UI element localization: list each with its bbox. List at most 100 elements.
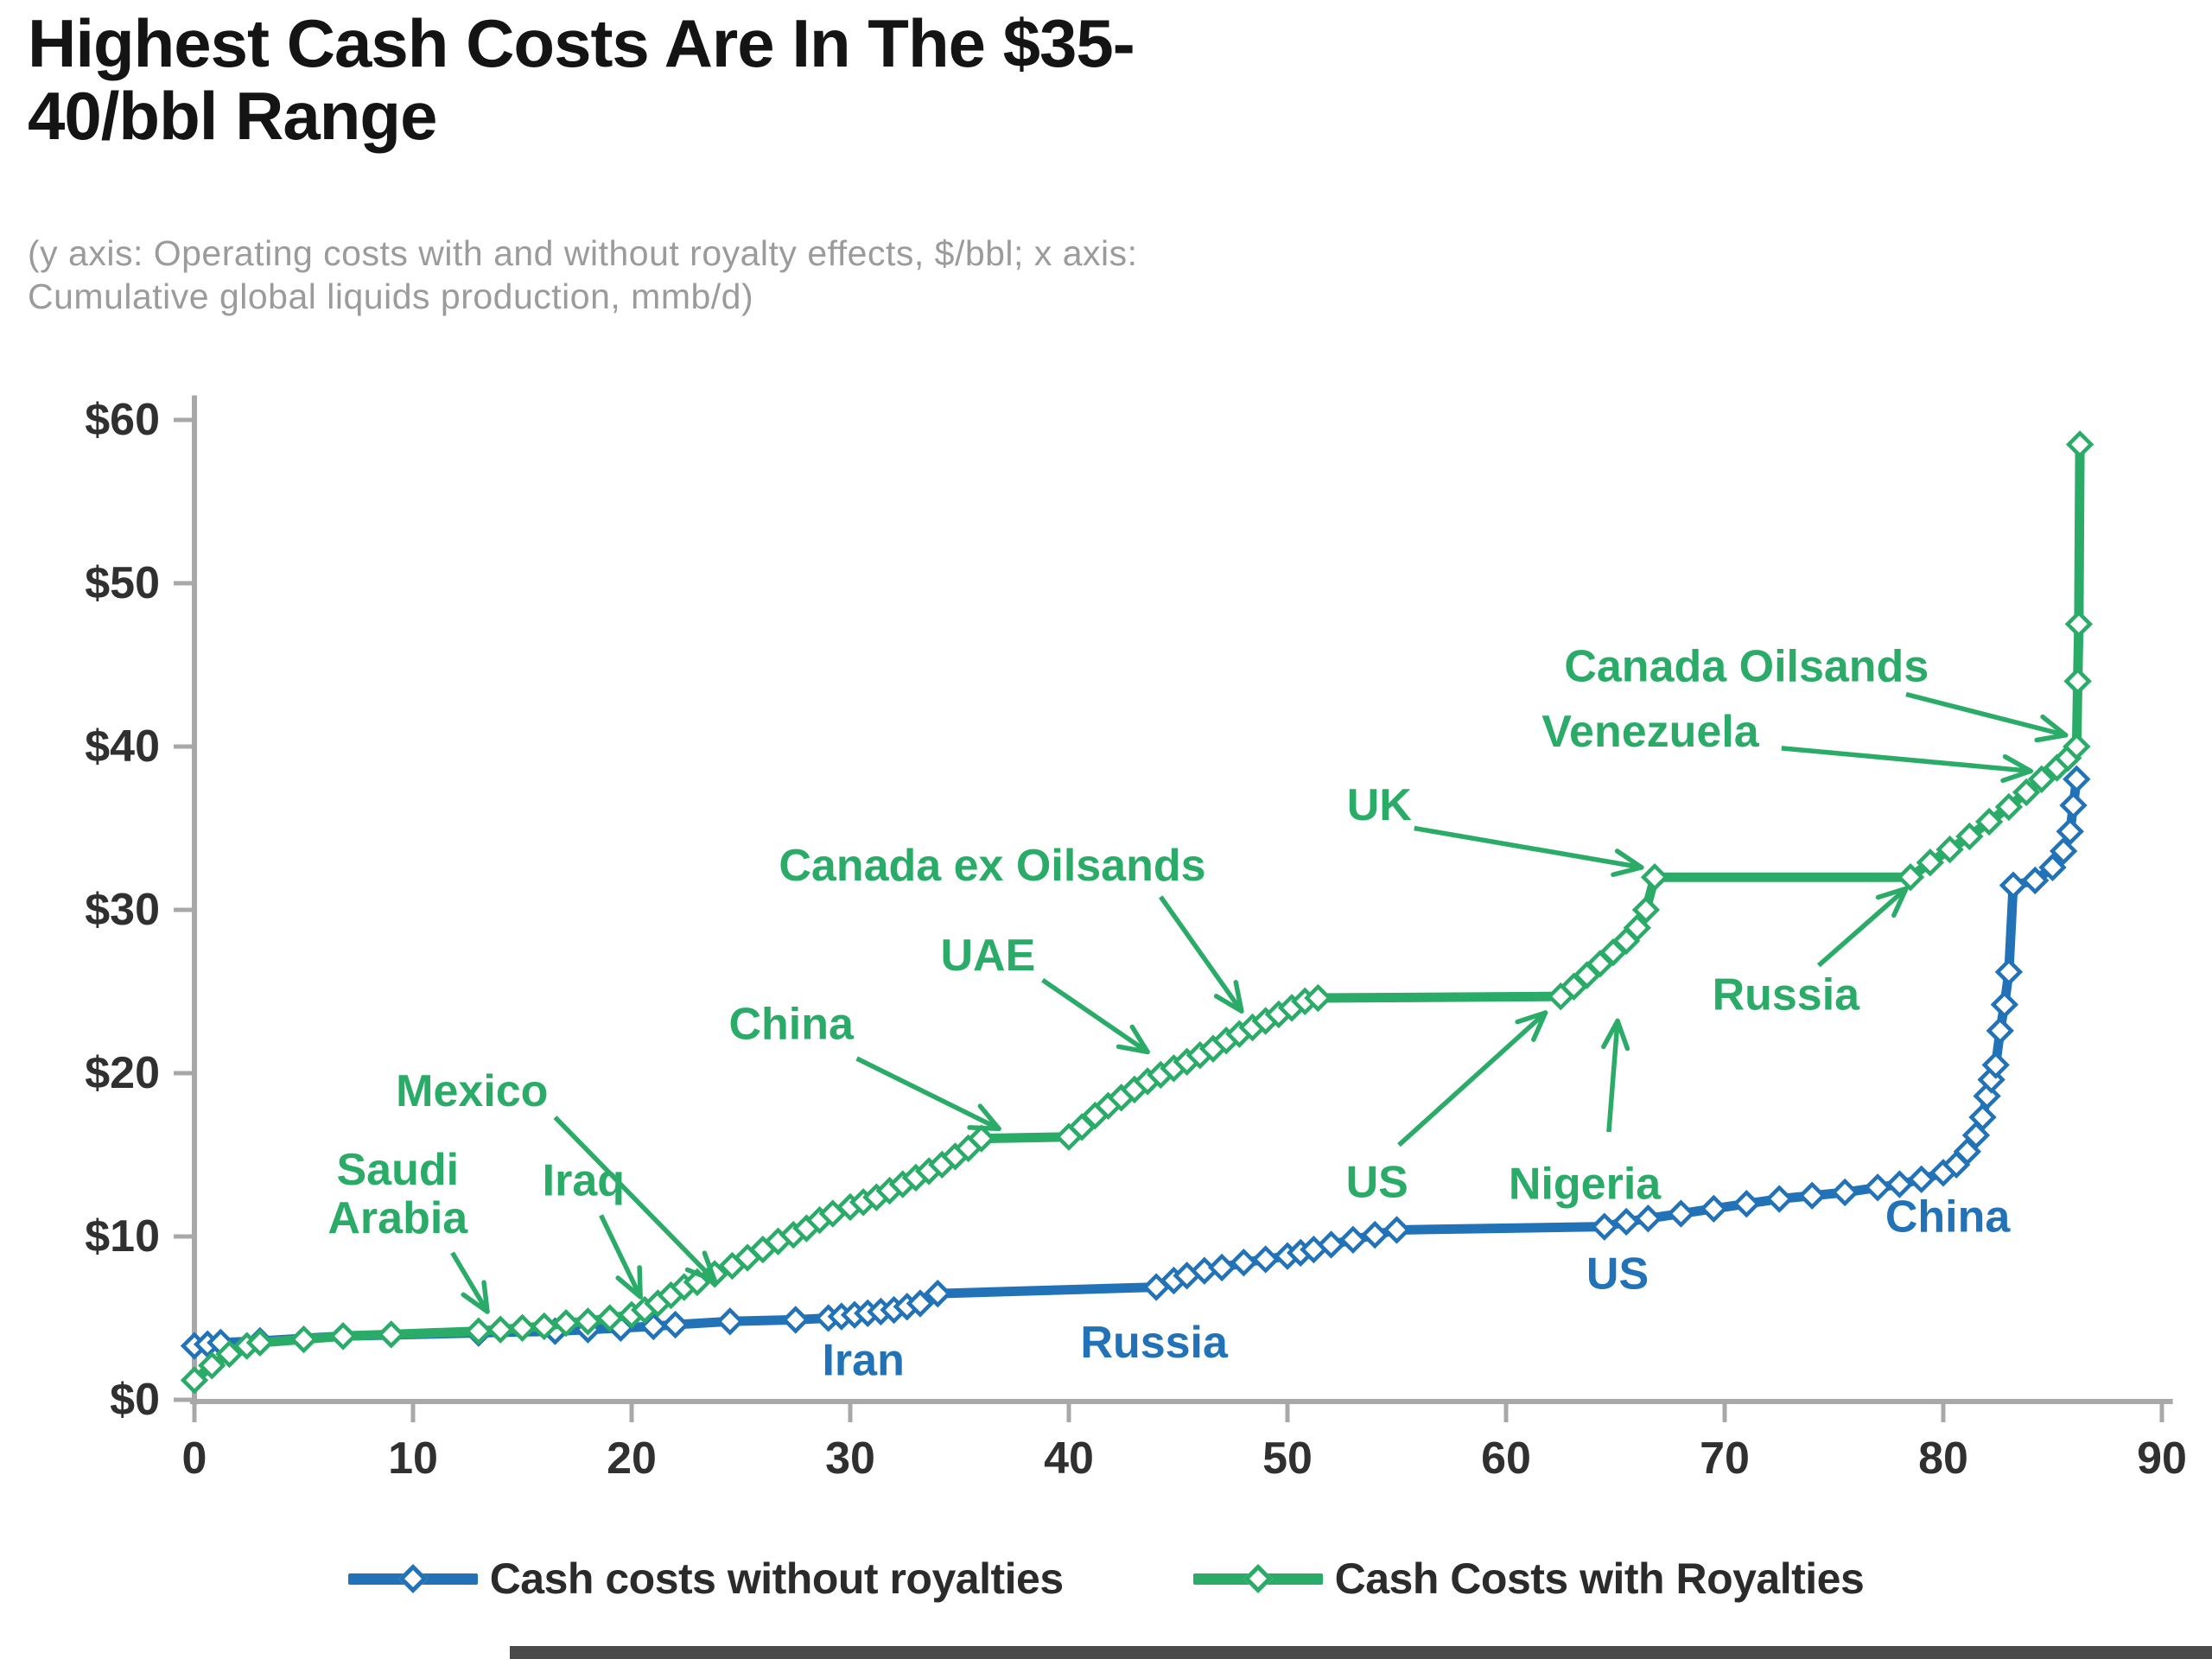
- data-point-diamond-icon: [781, 1306, 810, 1334]
- data-point-diamond-icon: [1994, 792, 2024, 822]
- annotation-us: US: [1586, 1249, 1649, 1299]
- x-tick-label: 20: [607, 1433, 657, 1484]
- data-point-diamond-icon: [2021, 866, 2050, 895]
- page-title-line2: 40/bbl Range: [28, 78, 437, 155]
- annotation-arrow-icon: [553, 1116, 717, 1282]
- x-tick-label: 80: [1918, 1433, 1968, 1484]
- data-point-diamond-icon: [1631, 895, 1661, 925]
- data-point-diamond-icon: [1765, 1185, 1794, 1213]
- page-title: Highest Cash Costs Are In The $35- 40/bb…: [28, 5, 1135, 155]
- data-point-diamond-icon: [1230, 1249, 1258, 1277]
- data-point-diamond-icon: [1304, 983, 1332, 1013]
- x-tick-label: 90: [2137, 1433, 2187, 1484]
- annotation-canada-oilsands: Canada Oilsands: [1564, 641, 2069, 743]
- data-point-diamond-icon: [180, 1366, 209, 1395]
- data-point-diamond-icon: [530, 1312, 558, 1341]
- y-tick-label: $10: [85, 1211, 160, 1262]
- x-tick-label: 0: [182, 1433, 207, 1484]
- annotation-iran: Iran: [822, 1336, 904, 1386]
- diamond-marker-icon: [1243, 1564, 1273, 1593]
- annotation-nigeria: Nigeria: [1509, 1018, 1662, 1210]
- annotation-label: UAE: [940, 931, 1035, 981]
- annotation-arrow-icon: [1397, 1011, 1548, 1147]
- data-point-diamond-icon: [245, 1328, 275, 1357]
- data-point-diamond-icon: [1981, 1051, 2010, 1079]
- annotation-china: China: [1885, 1192, 2012, 1242]
- page-subtitle-line1: (y axis: Operating costs with and withou…: [28, 233, 1138, 273]
- chart-area: $0 $10 $20 $30 $40 $50 $60 0 10 20 30 40 50 60 70 80 90 S…: [0, 380, 2212, 1503]
- data-point-diamond-icon: [1916, 849, 1945, 877]
- annotation-arrow-icon: [1159, 895, 1244, 1013]
- annotation-iraq: Iraq: [543, 1156, 643, 1300]
- annotation-label: Iran: [822, 1336, 904, 1386]
- data-point-diamond-icon: [328, 1322, 358, 1351]
- data-point-diamond-icon: [1999, 871, 2028, 899]
- annotation-arrow-icon: [450, 1251, 490, 1313]
- data-point-diamond-icon: [2063, 765, 2091, 793]
- data-point-diamond-icon: [1590, 1212, 1619, 1241]
- annotation-uk: UK: [1347, 780, 1644, 877]
- legend-item-with-royalties: Cash Costs with Royalties: [1192, 1554, 1865, 1604]
- data-point-diamond-icon: [1907, 1165, 1936, 1194]
- annotation-arrow-icon: [1414, 825, 1643, 870]
- data-point-diamond-icon: [2059, 791, 2088, 820]
- annotation-label: China: [728, 999, 855, 1049]
- data-point-diamond-icon: [2012, 778, 2041, 807]
- data-point-diamond-icon: [551, 1308, 581, 1338]
- annotation-arrow-icon: [1816, 887, 1908, 968]
- series-green: [180, 430, 2094, 1395]
- data-point-diamond-icon: [1251, 1245, 1280, 1274]
- x-tick-label: 40: [1044, 1433, 1094, 1484]
- legend-item-without-royalties: Cash costs without royalties: [347, 1554, 1064, 1604]
- data-point-diamond-icon: [924, 1279, 952, 1308]
- annotation-label: Russia: [1080, 1318, 1229, 1368]
- legend-label-with-royalties: Cash Costs with Royalties: [1334, 1554, 1865, 1603]
- annotation-label: Mexico: [396, 1066, 548, 1116]
- annotation-us: US: [1346, 1010, 1548, 1208]
- green-series-swatch-icon: [1192, 1564, 1323, 1593]
- y-tick-label: $0: [110, 1375, 160, 1425]
- x-tick-label: 10: [388, 1433, 438, 1484]
- annotation-arrow-icon: [599, 1214, 643, 1299]
- annotation-arrow-icon: [1905, 691, 2067, 738]
- data-point-diamond-icon: [1968, 1103, 1997, 1132]
- data-point-diamond-icon: [1634, 1205, 1662, 1233]
- annotation-label: Canada ex Oilsands: [779, 841, 1205, 891]
- data-point-diamond-icon: [377, 1320, 405, 1349]
- data-point-diamond-icon: [486, 1315, 515, 1344]
- data-point-diamond-icon: [1700, 1194, 1728, 1224]
- data-point-diamond-icon: [661, 1310, 690, 1339]
- data-point-diamond-icon: [1361, 1220, 1389, 1249]
- annotation-label: Saudi: [337, 1145, 460, 1195]
- data-point-diamond-icon: [1667, 1199, 1695, 1228]
- cash-cost-chart: $0 $10 $20 $30 $40 $50 $60 0 10 20 30 40 50 60 70 80 90 S…: [85, 395, 2187, 1484]
- data-point-diamond-icon: [1830, 1178, 1859, 1207]
- data-point-diamond-icon: [1974, 807, 2004, 836]
- data-point-diamond-icon: [1623, 913, 1651, 942]
- data-point-diamond-icon: [464, 1317, 493, 1345]
- annotation-russia: Russia: [1713, 886, 1909, 1020]
- data-point-diamond-icon: [215, 1339, 244, 1369]
- annotation-arrow-icon: [1606, 1020, 1620, 1133]
- page-title-line1: Highest Cash Costs Are In The $35-: [28, 5, 1135, 81]
- data-point-diamond-icon: [1990, 990, 2019, 1019]
- y-tick-label: $30: [85, 885, 160, 935]
- data-point-diamond-icon: [967, 1124, 995, 1153]
- data-point-diamond-icon: [1207, 1253, 1236, 1282]
- annotation-label: Nigeria: [1509, 1160, 1662, 1210]
- data-point-diamond-icon: [2065, 430, 2094, 459]
- annotation-label: Iraq: [543, 1156, 625, 1206]
- y-tick-label: $60: [85, 395, 160, 445]
- data-point-diamond-icon: [2064, 610, 2094, 639]
- footer-strip: [510, 1646, 2212, 1659]
- x-tick-label: 70: [1700, 1433, 1750, 1484]
- data-point-diamond-icon: [1338, 1225, 1368, 1254]
- data-point-diamond-icon: [1936, 835, 1964, 864]
- data-point-diamond-icon: [715, 1307, 745, 1336]
- annotation-arrow-icon: [1041, 978, 1149, 1054]
- data-point-diamond-icon: [1863, 1173, 1892, 1202]
- axes: $0 $10 $20 $30 $40 $50 $60 0 10 20 30 40 50 60 70 80 90: [85, 395, 2187, 1484]
- y-tick-label: $40: [85, 721, 160, 772]
